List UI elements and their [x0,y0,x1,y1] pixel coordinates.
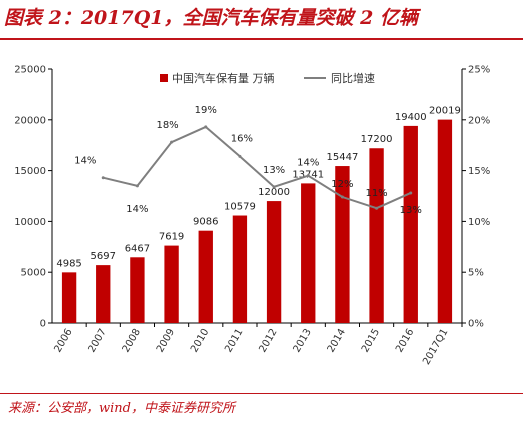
x-tick-label: 2014 [326,327,348,355]
growth-line [103,125,412,210]
line-data-label: 12% [331,179,353,190]
legend-line-label: 同比增速 [331,71,375,85]
y-right-tick-label: 20% [468,115,490,126]
bar-data-label: 20019 [429,106,461,117]
bar [266,201,282,323]
source-divider [0,393,523,394]
title-divider [0,38,523,40]
y-left-tick-label: 15000 [14,166,46,177]
x-tick-label: 2012 [257,327,279,355]
bar-data-label: 12000 [258,187,290,198]
bar [164,245,179,323]
bar-data-label: 19400 [395,112,427,123]
line-point [375,206,379,210]
line-point [135,184,139,188]
line-data-label: 16% [231,133,253,144]
bar-data-label: 7619 [159,232,184,243]
line-point [340,195,344,199]
bar [232,215,248,323]
x-tick-label: 2008 [121,327,143,355]
legend: 中国汽车保有量 万辆 同比增速 [160,71,375,85]
y-left-tick-label: 10000 [14,217,46,228]
y-right-tick-label: 0% [468,319,484,330]
x-tick-label: 2011 [223,327,245,355]
bar [198,230,213,323]
line-point [238,154,242,158]
source-note: 来源：公安部，wind，中泰证券研究所 [8,401,235,416]
bar [403,125,418,323]
x-tick-label: 2006 [52,327,74,355]
bar [61,272,77,323]
line-point [272,185,276,189]
line-data-label: 19% [195,105,217,116]
bar-data-label: 6467 [125,243,150,254]
line-point [204,125,208,129]
bar [96,265,111,323]
x-tick-label: 2009 [155,327,177,355]
y-left-tick-label: 0 [40,319,46,330]
legend-bar-swatch [160,74,168,82]
line-data-label: 18% [156,120,178,131]
bar-data-label: 15447 [327,152,359,163]
x-tick-label: 2013 [292,327,314,355]
x-tick-label: 2007 [87,327,109,355]
line-point [101,176,105,180]
y-left-tick-label: 5000 [21,268,46,279]
line-series: 14% 14% 18% 19% 16% 13% 14% 12% 11% 13% [74,105,422,216]
line-data-label: 13% [400,205,422,216]
bar-data-label: 17200 [361,134,393,145]
line-point [409,191,413,195]
y-right-tick-label: 5% [468,268,484,279]
y-left-tick-label: 25000 [14,65,46,76]
bar [130,257,145,323]
bar [437,119,453,323]
line-data-label: 11% [365,188,387,199]
bar-data-label: 4985 [56,258,81,269]
bar [369,148,384,323]
bar-data-label: 9086 [193,217,218,228]
chart-title: 图表 2：2017Q1，全国汽车保有量突破 2 亿辆 [4,7,418,29]
line-data-label: 14% [297,158,319,169]
bar-data-label: 5697 [91,251,116,262]
x-tick-label: 2015 [360,327,382,355]
line-data-label: 14% [126,204,148,215]
legend-bar-label: 中国汽车保有量 万辆 [172,71,275,85]
line-data-label: 14% [74,156,96,167]
y-right-tick-label: 10% [468,217,490,228]
y-left-tick-label: 20000 [14,115,46,126]
x-tick-label: 2016 [394,327,416,355]
line-data-label: 13% [263,165,285,176]
x-tick-label: 2010 [189,327,211,355]
y-right-tick-label: 25% [468,65,490,76]
bar [335,166,350,323]
x-tick-label: 2017Q1 [421,327,450,367]
bar [301,183,316,323]
bar-data-label: 10579 [224,202,256,213]
line-point [306,174,310,178]
y-right-tick-label: 15% [468,166,490,177]
line-point [170,140,174,144]
